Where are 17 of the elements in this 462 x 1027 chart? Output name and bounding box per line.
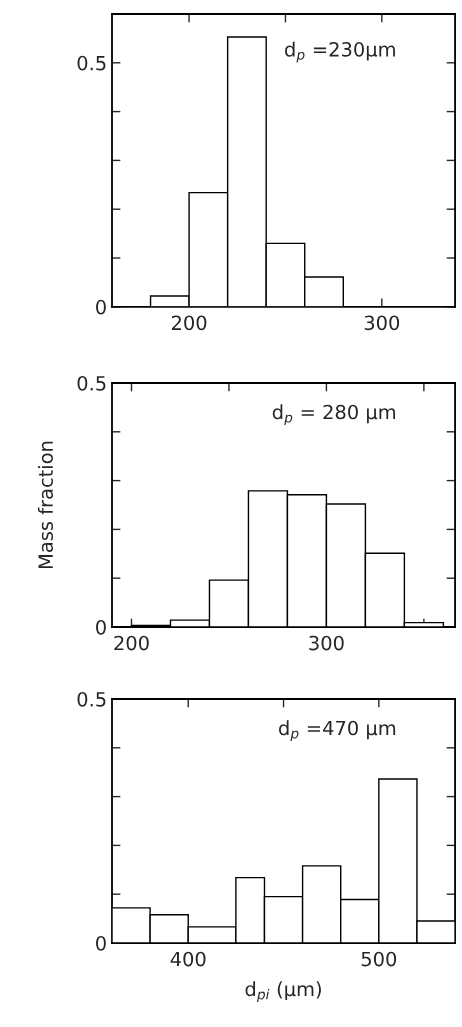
x-tick-label: 400 [170,951,206,967]
x-axis-title: d$_{pi}$ (μm) [245,981,321,1003]
y-tick-label: 0.5 [77,691,106,707]
annotation: d$_{p}$ =230μm [285,41,395,63]
y-tick-label: 0.5 [77,375,106,391]
x-tick-label: 300 [309,635,344,651]
annotation: d$_{p}$ = 280 μm [272,404,396,426]
y-axis-title: Mass fraction [37,441,53,568]
x-tick-label: 300 [364,315,400,331]
y-tick-label: 0 [96,619,106,635]
y-tick-label: 0.5 [77,55,106,71]
annotation: d$_{p}$ =470 μm [279,720,396,742]
x-tick-label: 200 [171,315,207,331]
x-tick-label: 500 [361,951,397,967]
y-tick-label: 0 [96,935,106,951]
y-tick-label: 0 [96,299,106,315]
x-tick-label: 200 [114,635,149,651]
